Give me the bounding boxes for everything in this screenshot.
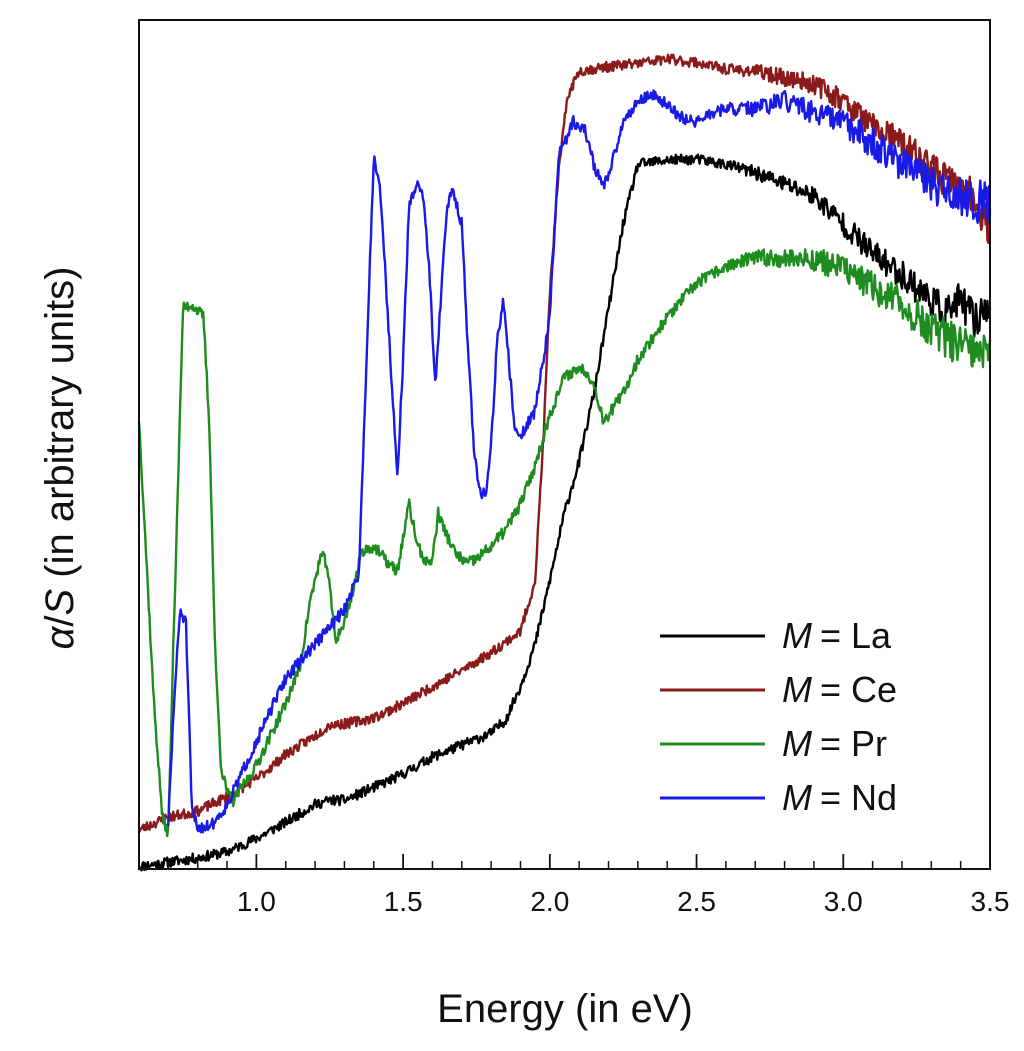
legend-value-pr: = Pr [820, 723, 887, 764]
x-axis-ticks [138, 854, 991, 869]
y-axis-title-slash: / [38, 615, 82, 627]
x-axis-tick-labels: 1.0 1.5 2.0 2.5 3.0 3.5 [237, 886, 1010, 917]
legend-label-nd: M = Nd [782, 777, 897, 818]
legend-prefix-la: M [782, 615, 812, 656]
series-line-la [137, 153, 992, 872]
legend-entry-pr: M = Pr [660, 723, 887, 764]
legend-label-ce: M = Ce [782, 669, 897, 710]
y-axis-title-units: (in arbitrary units) [38, 267, 82, 589]
x-tick-label: 3.0 [824, 886, 863, 917]
legend-prefix-pr: M [782, 723, 812, 764]
legend-prefix-nd: M [782, 777, 812, 818]
legend-entry-nd: M = Nd [660, 777, 897, 818]
y-axis-title: α/S (in arbitrary units) [38, 267, 82, 650]
legend: M = La M = Ce M = Pr M = Nd [660, 615, 897, 818]
legend-prefix-ce: M [782, 669, 812, 710]
legend-label-pr: M = Pr [782, 723, 887, 764]
plot-frame [138, 19, 991, 870]
x-tick-label: 1.0 [237, 886, 276, 917]
x-tick-label: 2.5 [677, 886, 716, 917]
series-line-nd [167, 89, 992, 834]
x-axis-title: Energy (in eV) [437, 987, 693, 1031]
series-line-pr [137, 248, 992, 838]
legend-value-ce: = Ce [820, 669, 897, 710]
x-tick-label: 1.5 [384, 886, 423, 917]
y-axis-title-alpha: α [38, 625, 82, 649]
legend-value-nd: = Nd [820, 777, 897, 818]
legend-label-la: M = La [782, 615, 892, 656]
y-axis-title-s: S [38, 589, 82, 616]
series-layer [137, 53, 992, 872]
x-tick-label: 2.0 [530, 886, 569, 917]
legend-entry-la: M = La [660, 615, 892, 656]
x-tick-label: 3.5 [971, 886, 1010, 917]
legend-value-la: = La [820, 615, 892, 656]
legend-entry-ce: M = Ce [660, 669, 897, 710]
series-line-ce [137, 53, 992, 834]
